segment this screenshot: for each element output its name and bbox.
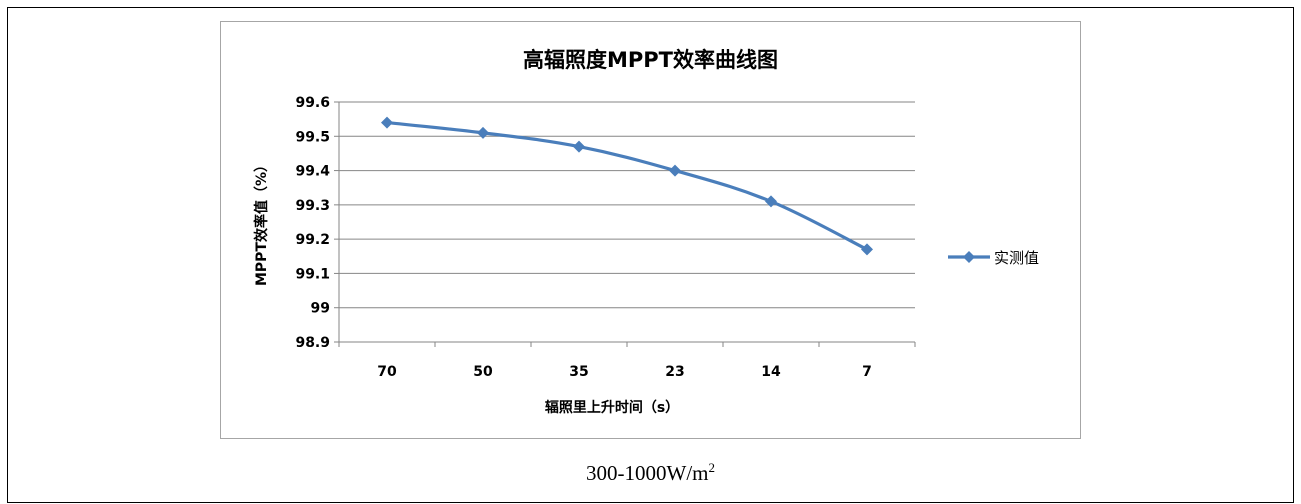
x-tick-label: 35 bbox=[569, 364, 588, 380]
axes: 98.9 99 99.1 99.2 99.3 99.4 99.5 99.6 70 50 35 23 14… bbox=[253, 95, 916, 416]
data-point bbox=[765, 195, 777, 208]
legend: 实测值 bbox=[948, 249, 1039, 267]
x-tick-label: 14 bbox=[761, 364, 781, 380]
data-point bbox=[381, 116, 393, 129]
y-tick-label: 99.2 bbox=[295, 232, 330, 248]
y-tick-label: 99.3 bbox=[295, 198, 330, 214]
x-tick-label: 7 bbox=[862, 364, 872, 380]
y-tick-label: 99.6 bbox=[295, 95, 330, 111]
y-tick-label: 99 bbox=[311, 301, 330, 317]
x-axis-title: 辐照里上升时间（s） bbox=[545, 399, 679, 416]
series-line bbox=[386, 120, 868, 251]
y-tick-label: 99.5 bbox=[295, 129, 330, 145]
x-tick-label: 70 bbox=[377, 364, 397, 380]
data-point bbox=[573, 140, 585, 153]
gridlines bbox=[339, 101, 915, 343]
y-tick-label: 99.4 bbox=[295, 164, 330, 180]
data-point bbox=[861, 243, 873, 256]
figure-caption: 300-1000W/m2 bbox=[0, 460, 1301, 486]
y-tick-label: 99.1 bbox=[295, 266, 330, 282]
x-tick-label: 50 bbox=[473, 364, 493, 380]
caption-superscript: 2 bbox=[708, 460, 715, 475]
series-layer bbox=[381, 116, 873, 256]
figure-frame bbox=[7, 7, 1294, 503]
legend-label: 实测值 bbox=[994, 249, 1039, 267]
x-tick-label: 23 bbox=[665, 364, 684, 380]
y-axis-title: MPPT效率值（%） bbox=[253, 158, 270, 286]
data-point bbox=[669, 164, 681, 177]
legend-marker bbox=[963, 251, 975, 263]
data-point bbox=[477, 126, 489, 139]
caption-text: 300-1000W/m bbox=[586, 461, 709, 485]
y-tick-label: 98.9 bbox=[295, 335, 330, 351]
chart-title: 高辐照度MPPT效率曲线图 bbox=[522, 48, 778, 72]
chart-area: 高辐照度MPPT效率曲线图 bbox=[220, 21, 1081, 439]
